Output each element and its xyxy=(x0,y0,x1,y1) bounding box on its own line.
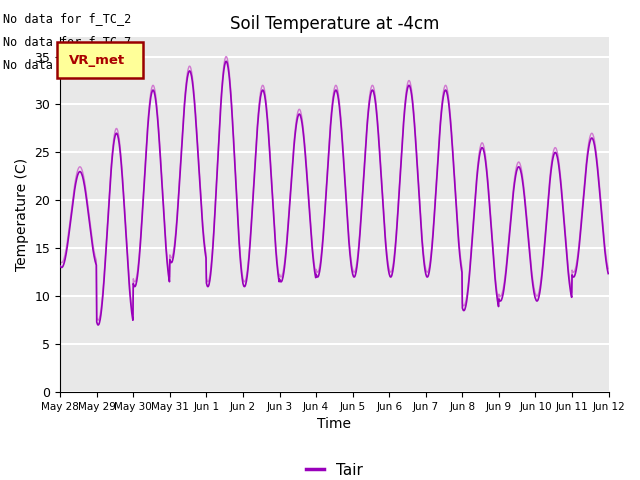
X-axis label: Time: Time xyxy=(317,418,351,432)
Text: No data for f_TC_7: No data for f_TC_7 xyxy=(3,35,131,48)
Title: Soil Temperature at -4cm: Soil Temperature at -4cm xyxy=(230,15,439,33)
Legend: Tair: Tair xyxy=(300,456,369,480)
Text: No data for f_TC_12: No data for f_TC_12 xyxy=(3,58,139,71)
Y-axis label: Temperature (C): Temperature (C) xyxy=(15,158,29,271)
Text: No data for f_TC_2: No data for f_TC_2 xyxy=(3,12,131,25)
Text: VR_met: VR_met xyxy=(68,54,125,67)
